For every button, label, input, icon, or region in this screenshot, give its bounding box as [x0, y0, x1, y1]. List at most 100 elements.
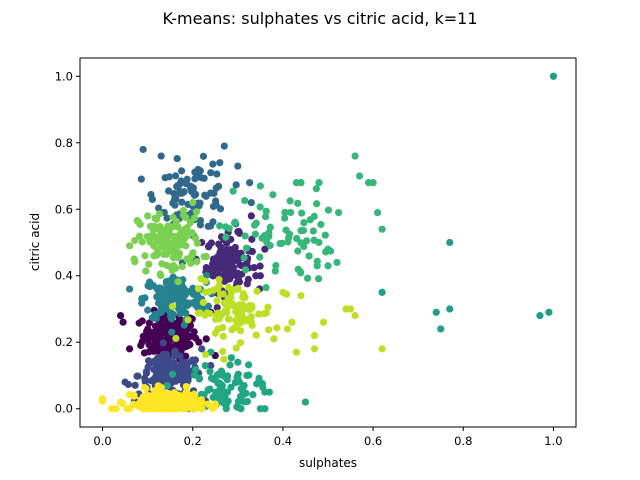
data-point-cluster-6 [261, 405, 269, 413]
data-point-cluster-10 [211, 402, 219, 411]
y-tick-label: 1.0 [55, 69, 73, 83]
data-point-cluster-6 [212, 394, 221, 402]
data-point-cluster-3 [137, 175, 145, 183]
data-point-cluster-9 [227, 288, 235, 296]
data-point-cluster-3 [199, 152, 208, 160]
data-point-cluster-9 [211, 315, 220, 323]
data-point-cluster-3 [177, 167, 186, 175]
data-point-cluster-9 [196, 309, 204, 317]
data-point-cluster-7 [324, 245, 332, 253]
data-point-cluster-2 [159, 350, 167, 358]
data-point-cluster-6 [234, 370, 242, 378]
data-point-cluster-7 [263, 238, 271, 246]
data-point-cluster-7 [355, 172, 364, 180]
data-point-cluster-6 [237, 405, 245, 413]
data-point-cluster-8 [168, 266, 176, 275]
data-point-cluster-4 [144, 306, 152, 314]
data-point-cluster-9 [228, 326, 236, 334]
data-point-cluster-3 [147, 190, 155, 199]
data-point-cluster-6 [206, 367, 214, 376]
data-point-cluster-6 [219, 397, 227, 405]
data-point-cluster-1 [256, 262, 264, 270]
data-point-cluster-0 [181, 335, 189, 344]
data-point-cluster-8 [173, 242, 182, 251]
data-point-cluster-9 [273, 324, 281, 332]
data-point-cluster-4 [168, 328, 176, 336]
data-point-cluster-4 [152, 314, 160, 322]
data-point-cluster-7 [272, 261, 280, 270]
data-point-cluster-0 [158, 329, 166, 337]
data-point-cluster-10 [141, 384, 149, 392]
data-point-cluster-8 [157, 226, 166, 234]
data-point-cluster-4 [176, 285, 184, 293]
data-point-cluster-7 [222, 223, 230, 231]
y-tick-label: 0.0 [55, 402, 73, 416]
data-point-cluster-8 [156, 270, 164, 278]
data-point-cluster-6 [240, 398, 248, 406]
data-point-cluster-9 [310, 331, 319, 340]
data-point-cluster-9 [297, 292, 305, 300]
data-point-cluster-8 [179, 239, 187, 247]
data-point-cluster-1 [223, 239, 231, 247]
data-point-cluster-3 [165, 173, 173, 181]
data-point-cluster-9 [234, 284, 242, 292]
data-point-cluster-8 [176, 230, 184, 239]
data-point-cluster-5 [536, 312, 544, 320]
data-point-cluster-7 [351, 152, 359, 160]
data-point-cluster-8 [192, 208, 201, 216]
data-point-cluster-9 [184, 316, 192, 324]
data-point-cluster-9 [253, 287, 261, 295]
data-point-cluster-6 [219, 386, 227, 395]
data-point-cluster-8 [143, 232, 151, 241]
data-point-cluster-7 [286, 197, 294, 205]
data-point-cluster-8 [193, 257, 201, 266]
data-point-cluster-2 [207, 361, 215, 370]
data-point-cluster-9 [199, 298, 207, 307]
data-point-cluster-7 [242, 244, 251, 252]
data-point-cluster-0 [151, 346, 159, 354]
data-point-cluster-8 [126, 242, 134, 250]
data-point-cluster-0 [119, 318, 127, 326]
data-point-cluster-1 [252, 272, 260, 280]
data-point-cluster-7 [297, 239, 305, 247]
data-point-cluster-8 [156, 232, 164, 240]
data-point-cluster-7 [294, 199, 302, 207]
data-point-cluster-3 [139, 145, 147, 154]
data-point-cluster-9 [211, 329, 220, 337]
data-point-cluster-6 [255, 374, 263, 382]
data-point-cluster-10 [112, 405, 120, 413]
data-point-cluster-7 [335, 208, 343, 217]
data-point-cluster-7 [296, 269, 305, 277]
data-point-cluster-3 [178, 198, 186, 206]
data-point-cluster-8 [146, 222, 155, 231]
data-point-cluster-9 [236, 339, 245, 347]
data-point-cluster-1 [261, 245, 269, 253]
data-point-cluster-10 [182, 388, 190, 396]
plot-frame [79, 57, 577, 428]
data-point-cluster-9 [228, 300, 236, 308]
data-point-cluster-9 [288, 318, 296, 326]
data-point-cluster-8 [178, 262, 186, 271]
data-point-cluster-9 [264, 303, 272, 311]
chart-title: K-means: sulphates vs citric acid, k=11 [162, 9, 477, 28]
data-point-cluster-4 [203, 271, 211, 279]
data-point-cluster-7 [369, 179, 377, 187]
data-point-cluster-10 [153, 391, 161, 399]
data-point-cluster-7 [256, 182, 264, 190]
data-point-cluster-9 [342, 305, 350, 313]
data-point-cluster-6 [212, 388, 220, 396]
data-point-cluster-9 [279, 288, 287, 296]
data-point-cluster-6 [253, 380, 261, 388]
data-point-cluster-9 [224, 315, 232, 323]
data-point-cluster-7 [281, 214, 289, 222]
data-point-cluster-9 [283, 325, 292, 333]
data-point-cluster-4 [126, 285, 134, 293]
data-point-cluster-5 [446, 238, 454, 247]
data-point-cluster-8 [189, 199, 197, 207]
data-point-cluster-4 [153, 293, 161, 301]
data-point-cluster-6 [243, 371, 251, 380]
data-point-cluster-3 [202, 192, 210, 200]
data-point-cluster-1 [235, 278, 244, 286]
data-point-cluster-3 [177, 177, 185, 185]
data-point-cluster-7 [313, 257, 321, 265]
